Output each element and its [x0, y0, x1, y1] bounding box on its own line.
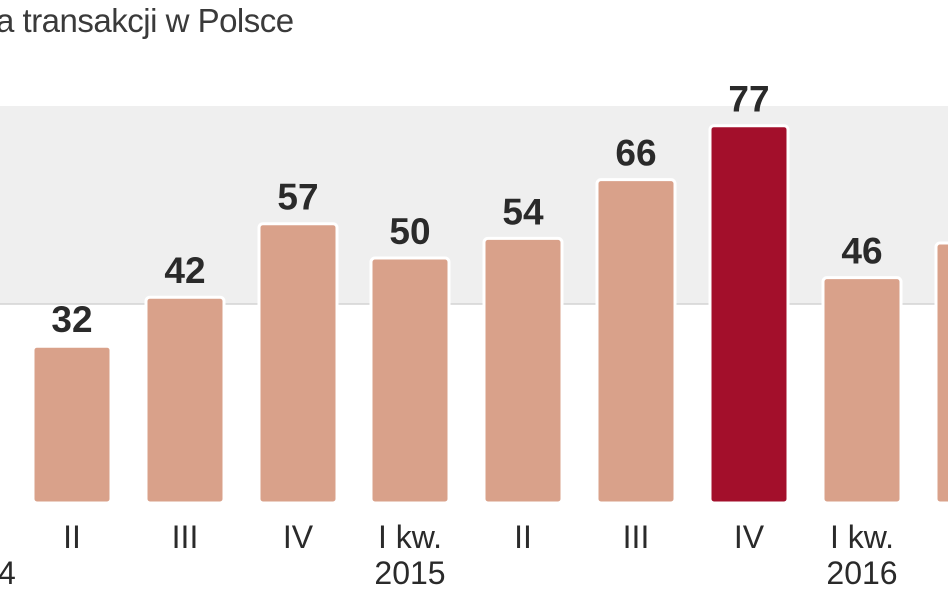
bar-3 — [257, 222, 339, 505]
value-labels-group: 32 42 57 50 54 66 77 46 — [51, 79, 882, 341]
bar-6 — [595, 178, 677, 505]
chart-title: a transakcji w Polsce — [0, 2, 294, 39]
bar-9 — [934, 241, 948, 505]
value-label-8: 46 — [841, 231, 882, 272]
tick-labels-group: II III IV I kw. II III IV I kw. — [63, 519, 894, 555]
bar-4 — [369, 256, 451, 505]
value-label-3: 57 — [277, 177, 318, 218]
year-label-4: 2015 — [374, 555, 445, 591]
bar-2 — [144, 295, 226, 505]
plot-band — [0, 106, 948, 304]
bars-group — [31, 124, 948, 505]
tick-label-8: I kw. — [830, 519, 894, 555]
year-labels-group: 4 2015 2016 — [0, 555, 898, 591]
tick-label-3: IV — [283, 519, 314, 555]
year-label-0: 4 — [0, 555, 16, 591]
tick-label-5: II — [514, 519, 532, 555]
bar-7 — [708, 124, 790, 505]
tick-label-7: IV — [734, 519, 765, 555]
value-label-7: 77 — [728, 79, 769, 120]
tick-label-6: III — [623, 519, 650, 555]
value-label-4: 50 — [389, 211, 430, 252]
value-label-1: 32 — [51, 299, 92, 340]
year-label-8: 2016 — [826, 555, 897, 591]
bar-5 — [482, 236, 564, 505]
value-label-6: 66 — [615, 133, 656, 174]
tick-label-4: I kw. — [378, 519, 442, 555]
bar-1 — [31, 344, 113, 505]
tick-label-1: II — [63, 519, 81, 555]
value-label-5: 54 — [502, 191, 544, 232]
value-label-2: 42 — [164, 250, 205, 291]
bar-8 — [821, 276, 903, 505]
tick-label-2: III — [172, 519, 199, 555]
